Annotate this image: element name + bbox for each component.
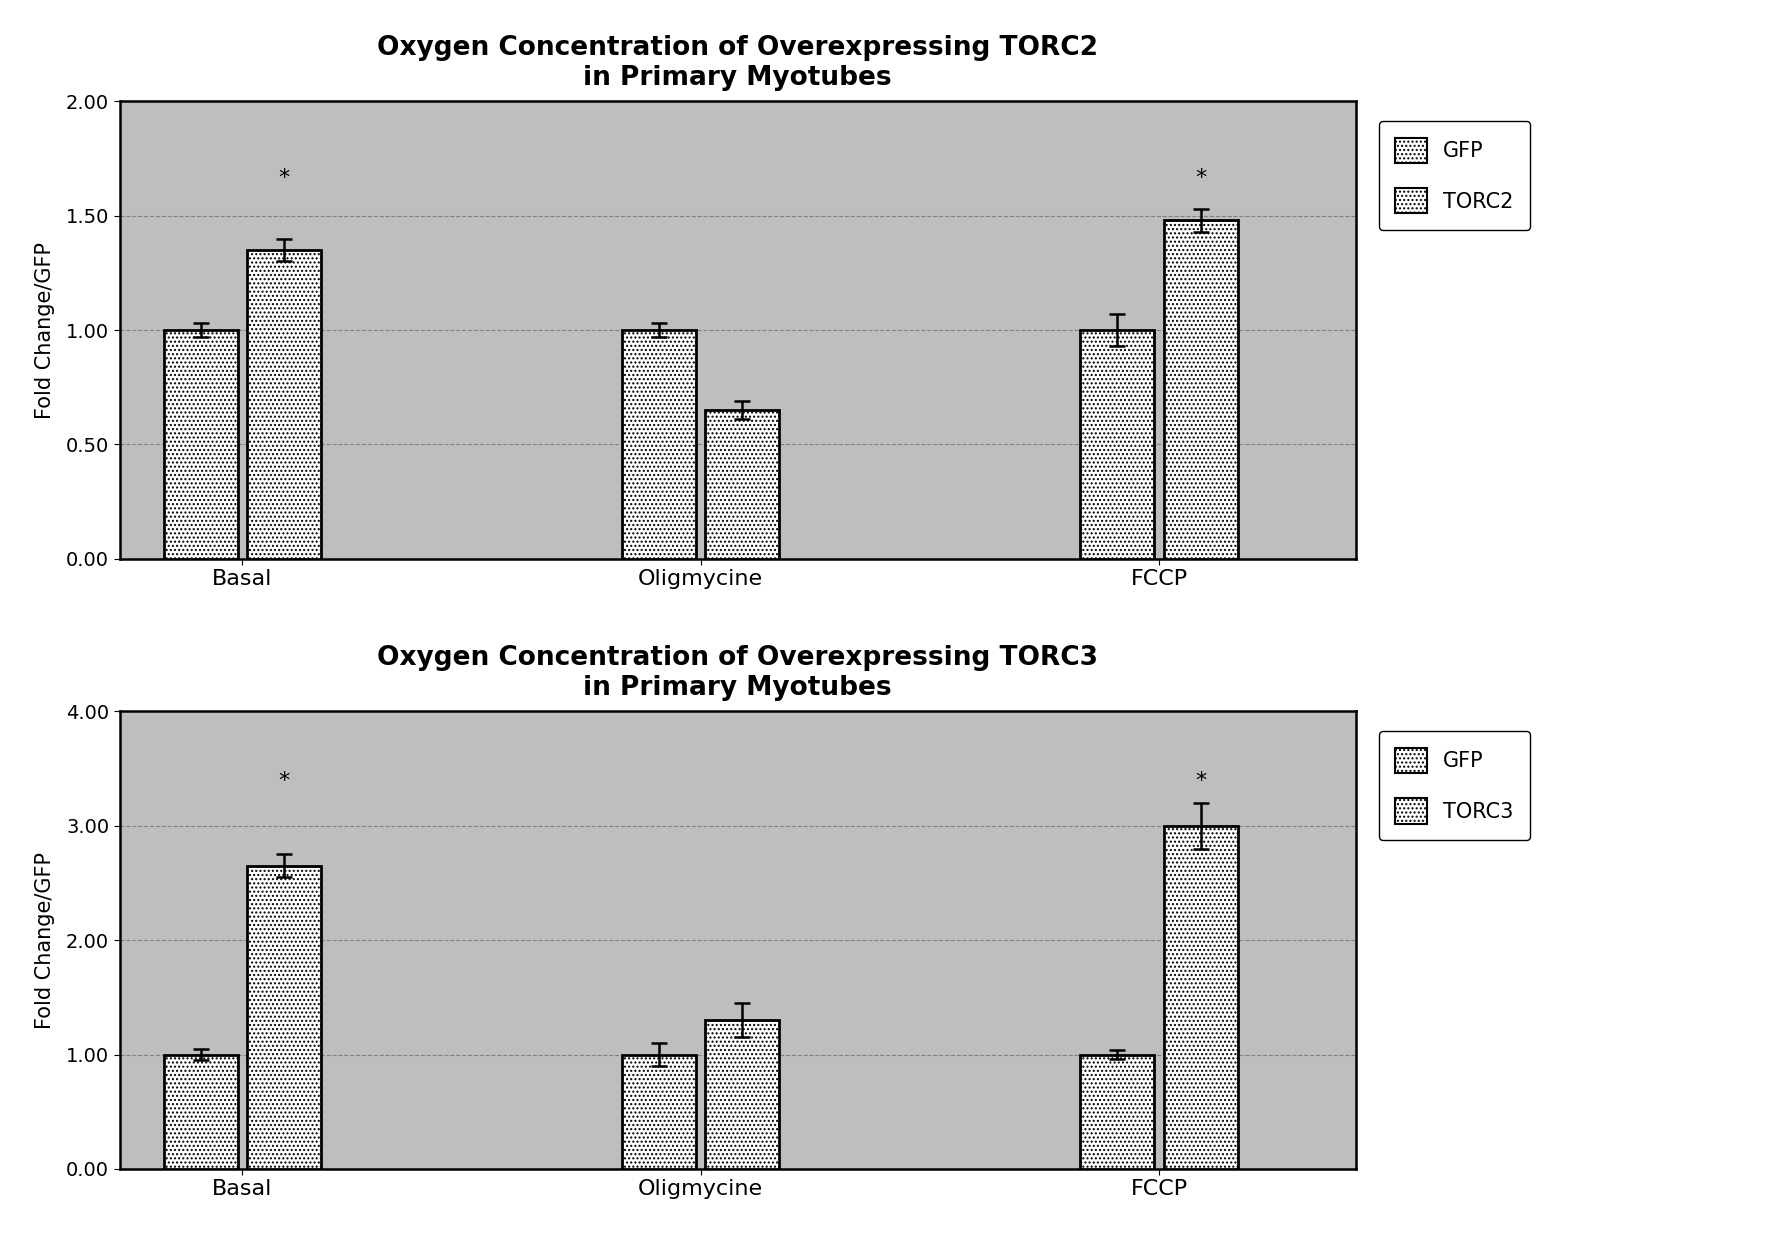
Text: *: * (1194, 771, 1207, 791)
Bar (164, 1055, 239, 1169)
Text: *: * (278, 771, 290, 791)
Legend: GFP, TORC3: GFP, TORC3 (1380, 731, 1531, 840)
Bar (247, 866, 320, 1169)
Title: Oxygen Concentration of Overexpressing TORC3
in Primary Myotubes: Oxygen Concentration of Overexpressing T… (377, 645, 1098, 701)
Text: *: * (1194, 168, 1207, 189)
Text: *: * (278, 168, 290, 189)
Bar (705, 1021, 780, 1169)
Y-axis label: Fold Change/GFP: Fold Change/GFP (36, 242, 55, 418)
Title: Oxygen Concentration of Overexpressing TORC2
in Primary Myotubes: Oxygen Concentration of Overexpressing T… (377, 35, 1098, 91)
Y-axis label: Fold Change/GFP: Fold Change/GFP (36, 851, 55, 1029)
Bar (705, 410, 780, 559)
Bar (621, 1055, 696, 1169)
Bar (247, 251, 320, 559)
Bar (1164, 826, 1237, 1169)
Bar (1080, 1055, 1155, 1169)
Bar (1080, 331, 1155, 559)
Bar (621, 331, 696, 559)
Legend: GFP, TORC2: GFP, TORC2 (1380, 121, 1531, 230)
Bar (1164, 221, 1237, 559)
Bar (164, 331, 239, 559)
